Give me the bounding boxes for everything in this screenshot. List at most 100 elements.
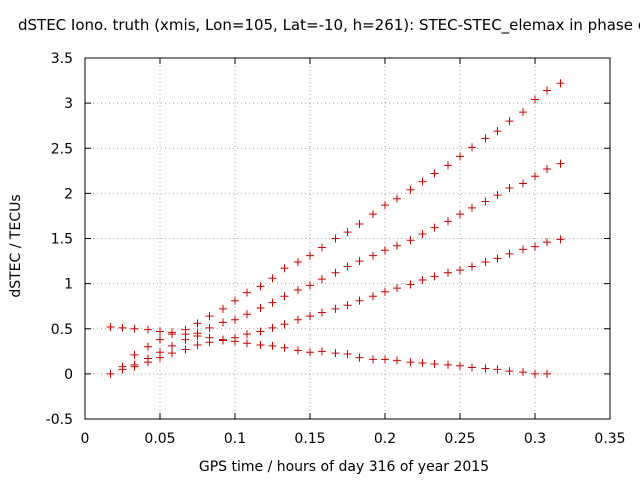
data-point: [231, 315, 239, 324]
data-point: [493, 365, 502, 374]
data-point: [343, 350, 352, 359]
data-point: [106, 322, 115, 331]
y-tick-label: 1: [64, 277, 73, 293]
data-point: [505, 367, 514, 376]
data-point: [231, 337, 239, 346]
data-point: [393, 241, 401, 250]
data-point: [306, 281, 314, 290]
series-satellite-1: [106, 79, 565, 378]
data-point: [505, 249, 514, 258]
y-tick-label: 2: [64, 186, 73, 202]
data-point: [156, 327, 164, 336]
data-point: [456, 210, 464, 219]
data-point: [369, 251, 377, 260]
y-tick-label: 0.5: [51, 322, 73, 338]
x-tick-label: 0.3: [524, 431, 546, 447]
data-point: [168, 349, 176, 358]
x-tick-label: 0: [81, 431, 90, 447]
data-point: [556, 79, 565, 88]
x-axis-label: GPS time / hours of day 316 of year 2015: [199, 459, 489, 475]
data-point: [144, 358, 152, 367]
x-tick-label: 0.05: [144, 431, 175, 447]
data-point: [318, 275, 326, 284]
data-point: [444, 268, 452, 277]
data-point: [493, 127, 502, 136]
data-point: [393, 284, 401, 293]
x-tick-label: 0.25: [444, 431, 475, 447]
data-point: [144, 342, 152, 351]
data-point: [193, 319, 202, 328]
data-point: [393, 356, 401, 365]
data-point: [406, 280, 415, 289]
plot-frame: [84, 57, 611, 420]
data-point: [381, 355, 389, 364]
data-point: [456, 152, 464, 161]
data-point: [268, 323, 277, 332]
data-point: [543, 86, 551, 95]
data-point: [205, 333, 214, 342]
data-point: [318, 243, 326, 252]
grid-lines: [85, 58, 610, 419]
data-point: [280, 264, 289, 273]
data-point: [531, 172, 539, 181]
data-point: [331, 304, 340, 313]
data-point: [306, 251, 314, 260]
data-point: [268, 298, 277, 307]
data-point: [531, 95, 539, 104]
data-points: [106, 79, 565, 378]
data-point: [181, 330, 190, 339]
x-tick-label: 0.1: [224, 431, 246, 447]
data-point: [306, 312, 314, 321]
x-tick-label: 0.2: [374, 431, 396, 447]
data-point: [406, 358, 415, 367]
data-point: [556, 235, 565, 244]
data-point: [118, 365, 127, 374]
data-point: [393, 194, 401, 203]
data-point: [468, 363, 476, 372]
data-point: [193, 331, 202, 340]
data-point: [168, 341, 176, 350]
series-satellite-2: [118, 159, 565, 374]
data-point: [243, 330, 251, 339]
data-point: [430, 223, 439, 232]
data-point: [193, 340, 202, 349]
data-point: [369, 292, 377, 301]
data-point: [294, 346, 302, 355]
chart-title: dSTEC Iono. truth (xmis, Lon=105, Lat=-1…: [18, 16, 640, 35]
data-point: [456, 361, 464, 370]
data-point: [343, 262, 352, 271]
data-point: [331, 349, 340, 358]
data-point: [531, 242, 539, 251]
data-point: [481, 134, 490, 143]
data-point: [456, 266, 464, 275]
data-point: [343, 228, 352, 237]
data-point: [418, 276, 427, 285]
y-tick-label: 3.5: [51, 51, 73, 67]
data-point: [430, 359, 439, 368]
data-point: [418, 177, 427, 186]
data-point: [118, 323, 127, 332]
data-point: [519, 179, 527, 188]
data-point: [318, 347, 326, 356]
data-point: [268, 341, 277, 350]
data-point: [243, 310, 251, 319]
data-point: [130, 350, 139, 359]
data-point: [505, 117, 514, 126]
data-point: [280, 320, 289, 329]
data-point: [444, 217, 452, 226]
data-point: [556, 159, 565, 168]
data-point: [543, 238, 551, 247]
data-point: [318, 308, 326, 317]
y-tick-label: 1.5: [51, 232, 73, 248]
data-point: [519, 368, 527, 377]
data-point: [355, 257, 364, 266]
data-point: [406, 236, 415, 245]
data-point: [219, 335, 227, 344]
axis-ticks: [84, 57, 611, 420]
y-tick-label: -0.5: [46, 412, 73, 428]
data-point: [280, 343, 289, 352]
data-point: [331, 234, 340, 243]
y-tick-labels: -0.5 0 0.5 1 1.5 2 2.5 3 3.5: [46, 51, 73, 428]
data-point: [381, 201, 389, 210]
